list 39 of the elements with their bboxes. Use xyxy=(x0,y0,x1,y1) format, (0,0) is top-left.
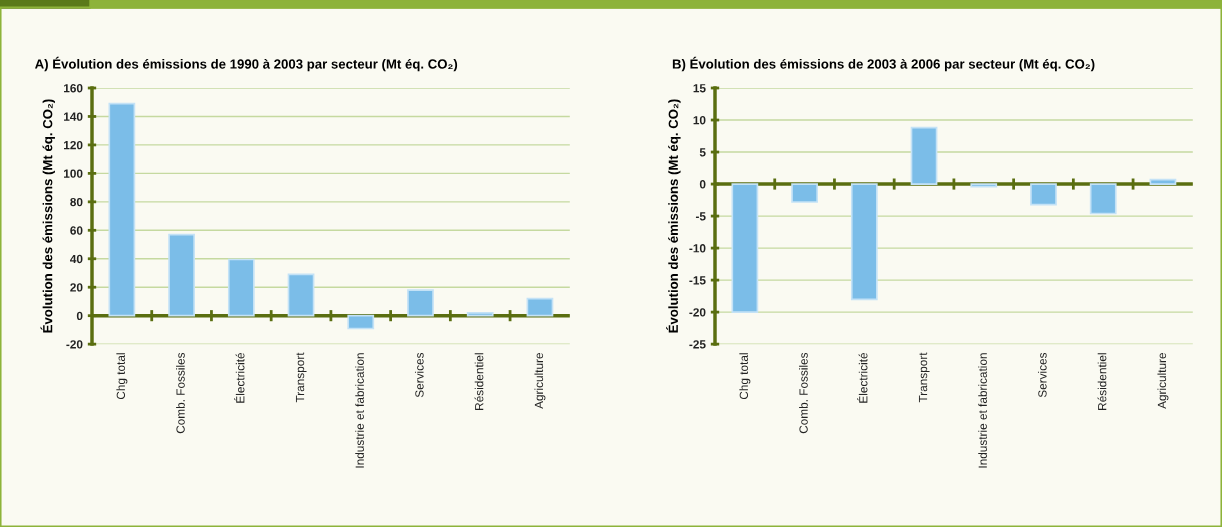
chart-title: A) Évolution des émissions de 1990 à 2003 par secteur (Mt éq. CO₂) xyxy=(34,56,458,72)
chart-title: B) Évolution des émissions de 2003 à 2006 par secteur (Mt éq. CO₂) xyxy=(672,56,1095,72)
x-tick-label: Agriculture xyxy=(1157,352,1169,409)
y-tick-label: 160 xyxy=(64,84,83,93)
x-tick-label: Services xyxy=(414,352,424,398)
x-tick-label: Électricité xyxy=(857,352,868,403)
x-tick-label: Comb. Fossiles xyxy=(799,352,808,434)
y-tick-label: 40 xyxy=(70,254,83,264)
y-axis-title: Évolution des émissions (Mt éq. CO₂) xyxy=(40,99,55,333)
x-tick-label: Services xyxy=(1037,352,1047,398)
y-tick-label: -10 xyxy=(689,244,706,253)
x-tick-label: Industrie et fabrication xyxy=(355,353,364,468)
y-tick-label: -25 xyxy=(689,340,706,349)
y-tick-label: 140 xyxy=(64,112,83,121)
y-tick-label: 0 xyxy=(699,180,706,189)
x-tick-label: Chg total xyxy=(739,353,751,400)
x-tick-label: Résidentiel xyxy=(474,353,484,410)
x-tick-label: Transport xyxy=(918,352,930,403)
x-tick-label: Comb. Fossiles xyxy=(176,352,185,434)
y-tick-label: 120 xyxy=(64,140,83,150)
y-tick-label: -15 xyxy=(689,276,706,285)
y-tick-label: -5 xyxy=(695,212,706,221)
y-tick-label: 60 xyxy=(70,226,83,235)
x-tick-label: Chg total xyxy=(116,353,128,400)
x-tick-label: Industrie et fabrication xyxy=(978,353,987,468)
y-tick-label: -20 xyxy=(689,308,706,317)
y-tick-label: 10 xyxy=(693,116,706,125)
y-tick-label: -20 xyxy=(66,340,83,349)
y-axis-title: Évolution des émissions (Mt éq. CO₂) xyxy=(666,99,681,333)
y-tick-label: 15 xyxy=(693,84,706,93)
y-tick-label: 0 xyxy=(76,311,83,321)
y-tick-label: 100 xyxy=(64,169,83,178)
x-tick-label: Électricité xyxy=(234,352,245,403)
x-tick-label: Agriculture xyxy=(534,352,546,409)
y-tick-label: 20 xyxy=(70,283,83,292)
x-tick-label: Résidentiel xyxy=(1097,353,1107,410)
x-tick-label: Transport xyxy=(295,352,307,403)
y-tick-label: 5 xyxy=(699,148,706,157)
y-tick-label: 80 xyxy=(70,197,83,207)
